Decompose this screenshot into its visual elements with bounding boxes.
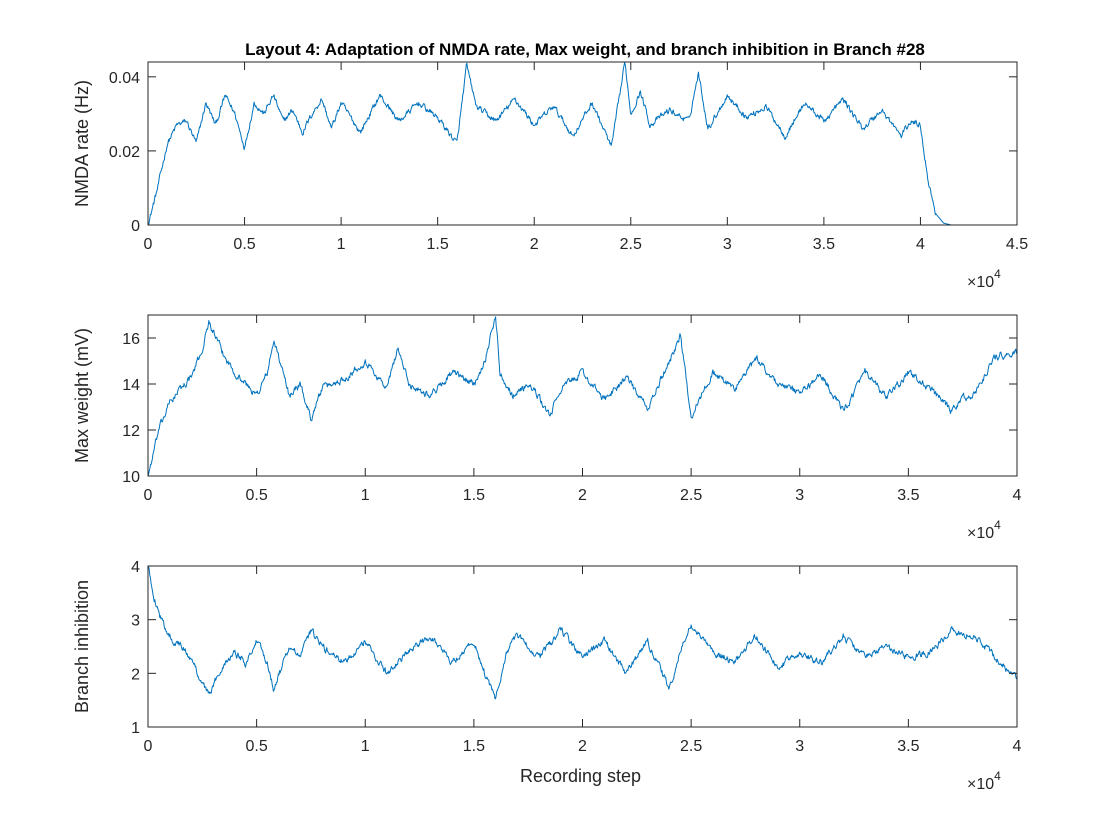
x-tick-label: 2 (578, 487, 587, 504)
x-tick-label: 1 (361, 487, 370, 504)
x-tick-label: 0 (144, 236, 153, 253)
y-tick-label: 3 (131, 613, 140, 630)
y-tick-label: 12 (122, 423, 140, 440)
x-tick-label: 3 (723, 236, 732, 253)
figure-title: Layout 4: Adaptation of NMDA rate, Max w… (245, 40, 925, 59)
x-tick-label: 1.5 (427, 236, 449, 253)
subplot-1: 0 0.5 1 1.5 2 2.5 3 3.5 4 4.5 0 0.02 0.04 NMDA rate (… (72, 61, 1028, 291)
x-tick-label: 3 (795, 487, 804, 504)
y-axis-label: Branch inhibition (72, 580, 92, 713)
x-tick-label: 1 (337, 236, 346, 253)
x-tick-label: 1 (361, 738, 370, 755)
x-tick-label: 4 (1013, 738, 1022, 755)
x-exponent-label: ×104 (967, 267, 1001, 291)
x-tick-label: 0.5 (246, 738, 268, 755)
x-exponent: 4 (994, 518, 1001, 532)
x-tick-label: 0 (144, 738, 153, 755)
subplots: 0 0.5 1 1.5 2 2.5 3 3.5 4 4.5 0 0.02 0.04 NMDA rate (… (72, 61, 1028, 793)
axes-box-3 (147, 565, 1018, 728)
x-exponent: 4 (994, 267, 1001, 281)
y-tick-label: 0 (131, 218, 140, 235)
x-tick-label: 2 (578, 738, 587, 755)
x-tick-label: 3.5 (897, 738, 919, 755)
x-exponent-label: ×104 (967, 518, 1001, 542)
series-line-1 (148, 62, 969, 225)
y-tick-label: 10 (122, 469, 140, 486)
x-tick-label: 3 (795, 738, 804, 755)
x-tick-label: 0.5 (246, 487, 268, 504)
axes-box-2 (147, 314, 1018, 477)
x-exponent: 4 (994, 769, 1001, 783)
y-axis-label: Max weight (mV) (72, 328, 92, 463)
x-tick-label: 1.5 (463, 738, 485, 755)
axes-box-1 (147, 61, 1018, 226)
subplot-3: 0 0.5 1 1.5 2 2.5 3 3.5 4 1 2 3 4 Branch inhibition ×1… (72, 559, 1022, 793)
y-tick-label: 0.04 (109, 70, 140, 87)
x-tick-label: 2.5 (620, 236, 642, 253)
x-tick-label: 3.5 (897, 487, 919, 504)
subplot-2: 0 0.5 1 1.5 2 2.5 3 3.5 4 10 12 14 16 Max weight (mV)… (72, 314, 1022, 542)
x-tick-label: 0.5 (233, 236, 255, 253)
x-tick-label: 4.5 (1006, 236, 1028, 253)
x-tick-label: 0 (144, 487, 153, 504)
x-tick-label: 2.5 (680, 738, 702, 755)
x-axis-label: Recording step (520, 766, 641, 786)
series-line-2 (148, 316, 1017, 476)
x-tick-label: 2.5 (680, 487, 702, 504)
x-exponent-label: ×104 (967, 769, 1001, 793)
x-tick-label: 3.5 (813, 236, 835, 253)
y-axis-label: NMDA rate (Hz) (72, 80, 92, 207)
y-tick-label: 2 (131, 666, 140, 683)
x-tick-label: 4 (1013, 487, 1022, 504)
y-tick-label: 16 (122, 331, 140, 348)
x-tick-label: 2 (530, 236, 539, 253)
series-line-3 (148, 566, 1017, 700)
y-tick-label: 14 (122, 377, 140, 394)
x-tick-label: 4 (916, 236, 925, 253)
y-tick-label: 1 (131, 720, 140, 737)
x-tick-label: 1.5 (463, 487, 485, 504)
y-tick-label: 4 (131, 559, 140, 576)
y-tick-label: 0.02 (109, 144, 140, 161)
